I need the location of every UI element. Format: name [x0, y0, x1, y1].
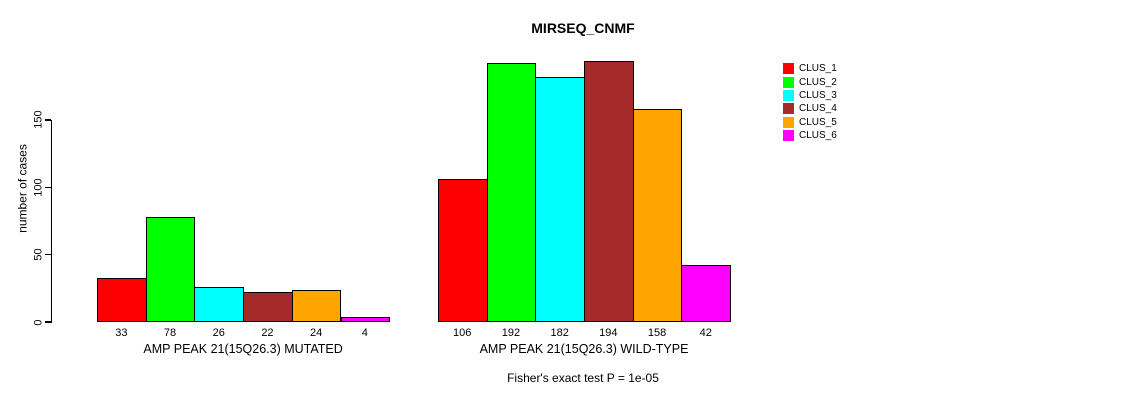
bar-value-label: 42: [699, 327, 712, 339]
y-tick-label: 0: [32, 318, 45, 326]
bar-CLUS_5: [632, 109, 683, 322]
y-tick: [45, 253, 51, 256]
y-tick-label: 150: [32, 110, 45, 130]
legend-swatch-icon: [783, 103, 794, 115]
bar-CLUS_6: [681, 265, 732, 322]
y-tick-label: 50: [32, 248, 45, 261]
y-axis-line: [50, 119, 52, 323]
bar-value-label: 78: [163, 327, 177, 339]
bar-CLUS_1: [437, 179, 488, 322]
legend-entry-CLUS_5: CLUS_5: [783, 116, 837, 129]
legend-label: CLUS_5: [799, 116, 837, 128]
bar-CLUS_4: [243, 292, 293, 322]
y-axis-label: number of cases: [15, 144, 30, 233]
y-tick-label: 100: [32, 178, 45, 197]
bar-value-label: 192: [501, 327, 521, 339]
group-axis-label: AMP PEAK 21(15Q26.3) WILD-TYPE: [479, 342, 689, 356]
legend-entry-CLUS_2: CLUS_2: [783, 75, 837, 88]
bar-value-label: 22: [261, 327, 274, 339]
bar-CLUS_2: [486, 63, 537, 322]
legend-entry-CLUS_3: CLUS_3: [783, 89, 837, 102]
legend-label: CLUS_1: [799, 63, 837, 75]
bar-value-label: 24: [310, 327, 323, 339]
legend-label: CLUS_2: [799, 76, 837, 88]
legend-swatch-icon: [783, 76, 794, 88]
legend-swatch-icon: [783, 89, 794, 101]
legend-swatch-icon: [783, 63, 794, 75]
y-tick: [45, 186, 51, 189]
legend-label: CLUS_6: [799, 130, 837, 142]
bar-CLUS_2: [145, 216, 196, 322]
bar-value-label: 182: [550, 327, 569, 339]
bar-CLUS_6: [340, 316, 391, 322]
bar-value-label: 33: [115, 327, 128, 339]
legend-entry-CLUS_1: CLUS_1: [783, 62, 837, 75]
legend-swatch-icon: [783, 130, 794, 142]
bar-value-label: 26: [212, 327, 225, 339]
legend-swatch-icon: [783, 116, 794, 128]
legend-entry-CLUS_6: CLUS_6: [783, 129, 837, 142]
bar-value-label: 194: [599, 327, 618, 339]
bar-value-label: 106: [453, 327, 472, 339]
y-tick: [45, 321, 51, 323]
legend-label: CLUS_3: [799, 89, 837, 101]
bar-value-label: 4: [361, 327, 368, 339]
bar-CLUS_4: [584, 60, 634, 322]
legend-label: CLUS_4: [799, 103, 837, 115]
legend: CLUS_1 CLUS_2 CLUS_3 CLUS_4 CLUS_5 CLUS_6: [783, 62, 837, 142]
group-axis-label: AMP PEAK 21(15Q26.3) MUTATED: [143, 342, 343, 356]
bar-CLUS_3: [535, 76, 585, 322]
chart-title: MIRSEQ_CNMF: [531, 20, 635, 36]
bar-CLUS_5: [291, 289, 342, 322]
footnote-fisher-test: Fisher's exact test P = 1e-05: [507, 371, 659, 385]
bar-value-label: 158: [647, 327, 667, 339]
y-tick: [45, 119, 51, 121]
bar-CLUS_1: [97, 277, 147, 322]
bar-CLUS_3: [194, 286, 245, 322]
legend-entry-CLUS_4: CLUS_4: [783, 102, 837, 115]
